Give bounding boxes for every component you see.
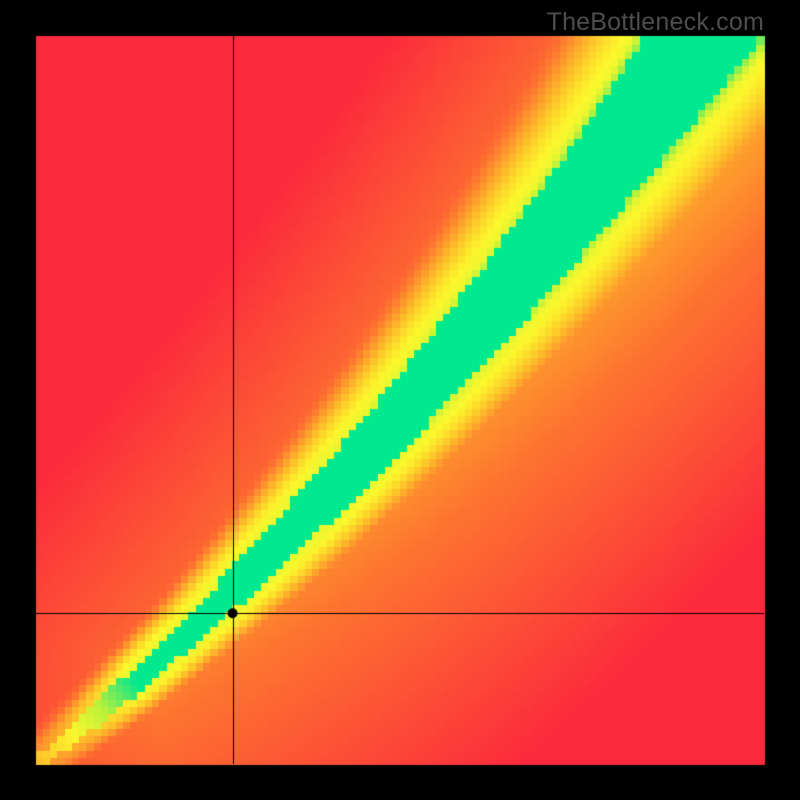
chart-container: TheBottleneck.com (0, 0, 800, 800)
heatmap-canvas (0, 0, 800, 800)
